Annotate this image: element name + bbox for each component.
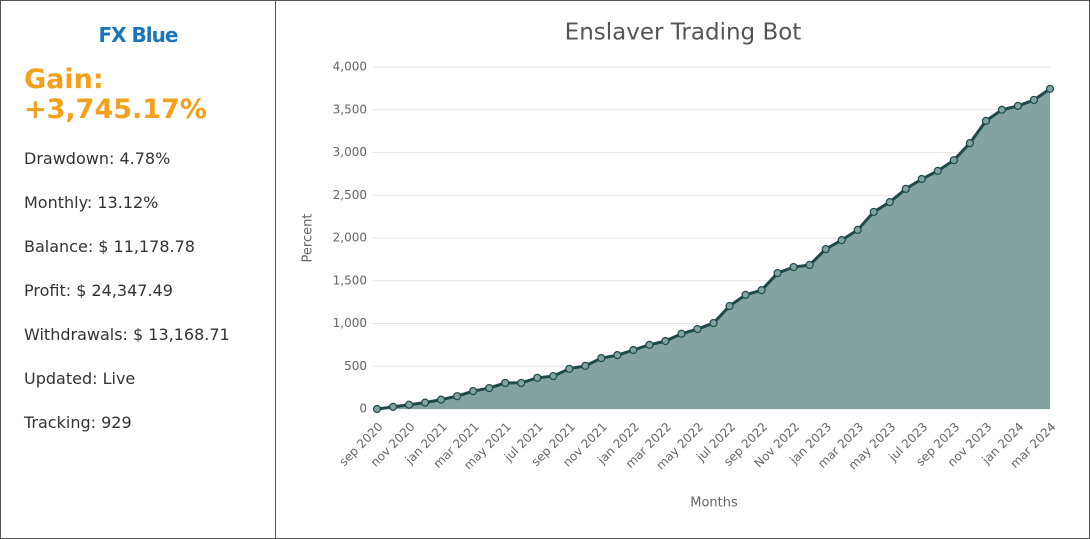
point	[629, 345, 638, 355]
point	[741, 290, 750, 299]
point	[436, 395, 446, 404]
point	[773, 268, 782, 278]
point	[933, 166, 942, 175]
y-tick-label: 4,000	[333, 60, 367, 74]
y-tick-label: 500	[344, 359, 367, 373]
stat: Drawdown: 4.78%	[24, 149, 171, 168]
y-tick-label: 1,500	[333, 273, 367, 287]
point	[677, 329, 686, 338]
x-axis-label: Months	[690, 496, 738, 511]
area	[377, 88, 1050, 410]
point	[613, 351, 622, 360]
point	[885, 197, 894, 207]
point	[981, 116, 991, 125]
chart-title: Enslaver Trading Bot	[565, 20, 802, 46]
point	[837, 236, 846, 245]
point	[1029, 95, 1039, 105]
y-axis-label: Percent	[301, 214, 316, 263]
point	[709, 318, 718, 328]
point	[1045, 84, 1055, 93]
stat: Tracking: 929	[24, 413, 132, 432]
point	[917, 174, 926, 184]
point	[821, 245, 830, 254]
stat: Monthly: 13.12%	[24, 193, 159, 212]
stat: Updated: Live	[24, 369, 136, 388]
point	[949, 156, 958, 165]
point	[549, 371, 558, 381]
point	[597, 354, 606, 363]
point	[404, 400, 414, 409]
y-tick-label: 0	[359, 402, 367, 416]
point	[757, 286, 766, 295]
stat: Balance: $ 11,178.78	[24, 237, 195, 256]
stat: Profit: $ 24,347.49	[24, 281, 173, 300]
point	[533, 373, 542, 382]
point	[869, 207, 878, 217]
point	[565, 364, 574, 373]
point	[372, 404, 382, 414]
point	[581, 361, 590, 370]
chart: Enslaver Trading Bot Months Percent 0 500…	[301, 20, 1059, 511]
point	[965, 138, 974, 148]
y-tick-label: 2,500	[333, 188, 367, 202]
point	[693, 324, 702, 334]
y-tick-label: 2,000	[333, 231, 367, 245]
point	[388, 402, 398, 411]
point	[453, 392, 462, 401]
stat: Withdrawals: $ 13,168.71	[24, 325, 230, 344]
point	[789, 262, 798, 272]
y-tick-label: 3,500	[333, 102, 367, 116]
point	[517, 378, 526, 388]
y-tick-label: 3,000	[333, 145, 367, 159]
point	[501, 378, 510, 388]
point	[420, 398, 430, 407]
stats: Drawdown: 4.78% Monthly: 13.12% Balance: $…	[1, 137, 275, 445]
point	[485, 383, 494, 393]
sidebar: FX Blue Gain: +3,745.17% Drawdown: 4.78%…	[1, 1, 276, 538]
gain-label: Gain:	[24, 64, 104, 95]
point	[1013, 101, 1023, 111]
point	[645, 340, 654, 349]
point	[805, 260, 814, 270]
gain-value: +3,745.17%	[24, 94, 207, 125]
point	[469, 386, 478, 396]
y-tick-label: 1,000	[333, 316, 367, 330]
point	[901, 184, 910, 193]
point	[997, 105, 1007, 114]
logo: FX Blue	[98, 23, 179, 47]
point	[661, 336, 670, 346]
point	[725, 301, 734, 311]
point	[853, 225, 862, 234]
